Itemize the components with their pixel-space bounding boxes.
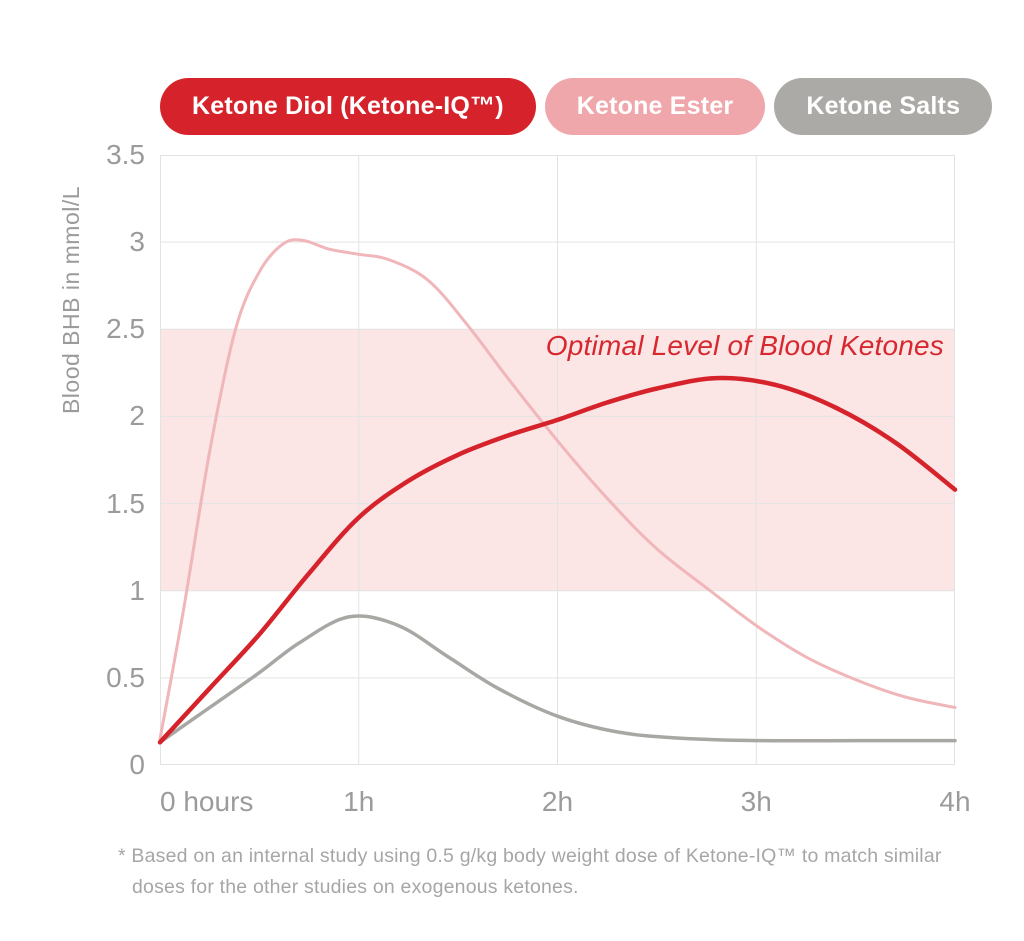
y-tick-label: 3 — [129, 226, 145, 258]
optimal-level-annotation: Optimal Level of Blood Ketones — [545, 330, 944, 361]
y-tick-label: 1 — [129, 574, 145, 606]
y-tick-label: 2 — [129, 400, 145, 432]
y-tick-label: 0.5 — [106, 661, 145, 693]
legend: Ketone Diol (Ketone-IQ™) Ketone Ester Ke… — [160, 78, 993, 135]
y-tick-label: 2.5 — [106, 313, 145, 345]
footnote: * Based on an internal study using 0.5 g… — [118, 841, 966, 903]
legend-pill-ketone-diol[interactable]: Ketone Diol (Ketone-IQ™) — [160, 78, 536, 135]
x-axis-tick-labels: 0 hours 1h 2h 3h 4h — [160, 786, 971, 821]
series-curve-ketone-diol-ketone-iq — [157, 375, 958, 745]
x-tick-label: 0 hours — [160, 786, 254, 817]
x-tick-label: 2h — [541, 786, 574, 817]
y-tick-label: 3.5 — [106, 139, 145, 170]
series-curve-ketone-ester — [158, 238, 957, 741]
footnote-text: Based on an internal study using 0.5 g/k… — [131, 845, 942, 898]
x-tick-label: 3h — [740, 786, 772, 817]
y-tick-label: 1.5 — [106, 487, 145, 519]
legend-pill-ketone-salts[interactable]: Ketone Salts — [774, 78, 993, 135]
x-tick-label: 1h — [343, 786, 375, 817]
plot-area: Optimal Level of Blood Ketones — [157, 155, 958, 765]
chart-svg — [157, 155, 958, 765]
footnote-asterisk: * — [118, 845, 126, 867]
series-curve-ketone-salts — [158, 614, 957, 745]
y-axis-tick-labels: 0 0.5 1 1.5 2 2.5 3 3.5 — [55, 141, 145, 779]
legend-pill-ketone-ester[interactable]: Ketone Ester — [544, 78, 766, 135]
y-tick-label: 0 — [129, 749, 145, 780]
x-tick-label: 4h — [939, 786, 971, 817]
